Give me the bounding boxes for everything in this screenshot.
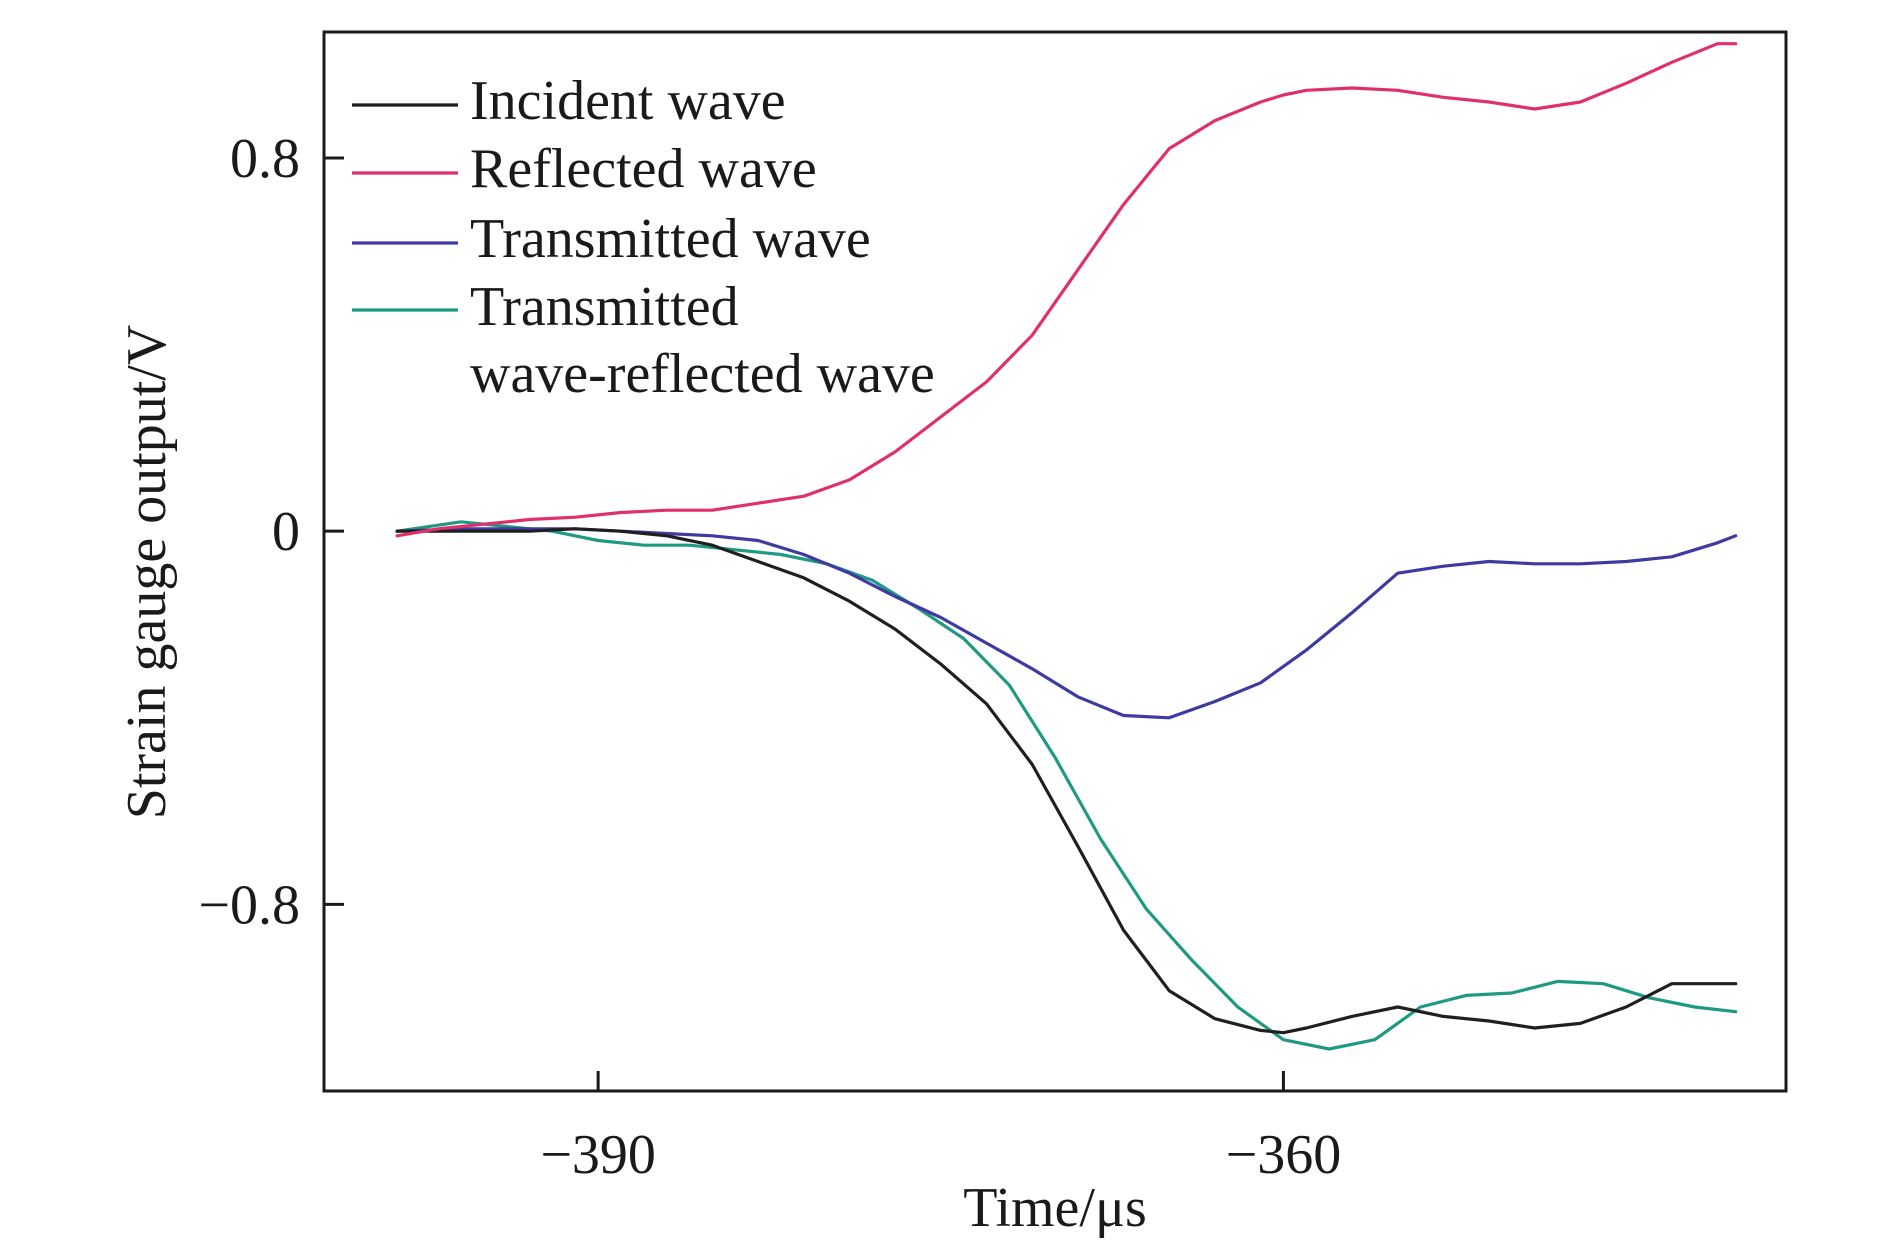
series-line-3: [395, 527, 1738, 720]
axis-ticks: −390 −360 0.8 0 −0.8: [198, 128, 1341, 1186]
series-layer: [395, 42, 1738, 1051]
x-tick-label: −390: [540, 1124, 656, 1186]
series-line-1: [395, 527, 1738, 1035]
series-line-2: [395, 42, 1738, 538]
legend-label: Transmitted wave-reflected wave: [470, 276, 935, 405]
legend-label: Reflected wave: [470, 138, 817, 200]
y-axis-title: Strain gauge output/V: [116, 325, 178, 820]
legend-label: Incident wave: [470, 70, 786, 132]
y-tick-label: 0: [272, 501, 300, 563]
y-tick-label: −0.8: [198, 874, 300, 936]
plot-frame: [322, 30, 1788, 1093]
legend-label: Transmitted wave: [470, 208, 871, 270]
y-tick-label: 0.8: [230, 128, 300, 190]
x-tick-label: −360: [1226, 1124, 1342, 1186]
series-line-4: [395, 520, 1738, 1051]
x-axis-title: Time/μs: [963, 1177, 1147, 1239]
